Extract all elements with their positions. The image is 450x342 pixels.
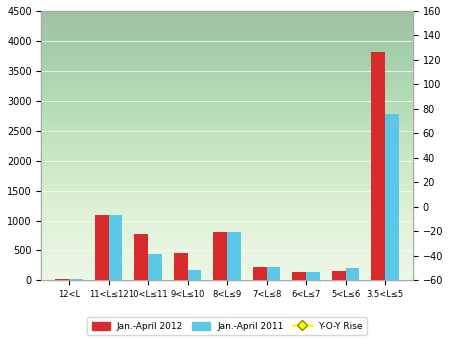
Bar (188, 270, 202, 280)
Bar (253, 267, 267, 280)
Bar (55, 279, 69, 280)
Legend: Jan.-April 2012, Jan.-April 2011, Y-O-Y Rise: Jan.-April 2012, Jan.-April 2011, Y-O-Y … (87, 317, 367, 335)
Bar (134, 234, 148, 280)
Bar (213, 232, 227, 280)
Bar (332, 272, 346, 280)
Bar (95, 214, 108, 280)
Bar (227, 232, 241, 280)
Bar (371, 52, 385, 280)
Bar (385, 114, 399, 280)
Bar (267, 267, 280, 280)
Bar (306, 272, 320, 280)
Bar (148, 254, 162, 280)
Bar (174, 253, 188, 280)
Bar (69, 279, 83, 280)
Bar (108, 214, 122, 280)
Bar (292, 272, 306, 280)
Bar (346, 267, 360, 280)
